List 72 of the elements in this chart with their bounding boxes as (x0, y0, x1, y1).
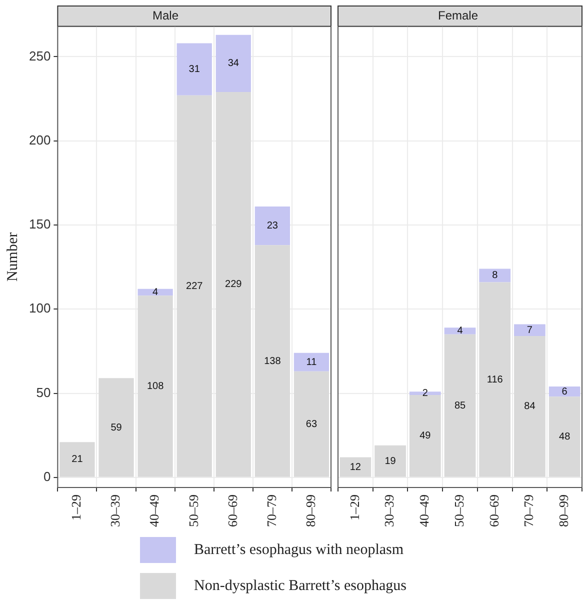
bar (138, 296, 173, 477)
x-tick-label: 70–79 (521, 494, 536, 527)
data-label: 4 (152, 287, 159, 298)
bar (514, 324, 546, 336)
x-tick-label: 50–59 (186, 494, 201, 527)
chart-title: Male (152, 8, 179, 23)
data-label: 116 (486, 374, 504, 386)
bar (479, 268, 511, 282)
data-label: 34 (228, 58, 240, 70)
bar (294, 371, 330, 477)
data-label: 7 (526, 324, 533, 336)
x-tick-label: 1–29 (68, 494, 84, 520)
x-tick-label: 80–99 (556, 494, 571, 527)
y-tick-label: 0 (43, 468, 51, 484)
data-label: 84 (524, 401, 536, 412)
data-label: 12 (350, 462, 362, 473)
bar (254, 206, 290, 246)
bar (444, 334, 476, 477)
y-tick-label: 50 (36, 384, 51, 400)
data-label: 48 (559, 432, 571, 443)
data-label: 49 (420, 430, 432, 442)
data-label: 4 (457, 326, 464, 337)
bar (60, 442, 95, 477)
y-tick-label: 200 (28, 132, 51, 148)
data-label: 85 (454, 400, 466, 412)
bar (548, 386, 580, 397)
y-axis-title: Number (4, 232, 21, 282)
bar (548, 396, 580, 477)
bar (176, 95, 212, 477)
data-label: 19 (384, 456, 396, 467)
x-tick-label: 40–49 (146, 494, 162, 527)
x-tick-label: 40–49 (416, 494, 432, 527)
bar (176, 43, 212, 96)
data-label: 23 (266, 220, 278, 232)
data-label: 2 (422, 388, 428, 400)
data-label: 229 (225, 279, 242, 290)
bar (340, 457, 372, 477)
data-label: 6 (562, 386, 568, 398)
bar (514, 336, 546, 477)
x-tick-label: 50–59 (451, 494, 466, 527)
x-tick-label: 1–29 (346, 494, 362, 520)
chart-title: Female (438, 8, 478, 23)
x-tick-label: 30–39 (108, 494, 123, 527)
data-label: 8 (492, 270, 498, 282)
bar (216, 92, 251, 477)
x-tick-label: 60–69 (486, 494, 502, 527)
y-tick-label: 250 (28, 48, 51, 64)
legend-label: Non-dysplastic Barrett’s esophagus (194, 578, 406, 594)
bar (374, 445, 406, 477)
x-tick-label: 60–69 (224, 494, 240, 527)
bar (479, 282, 511, 477)
data-label: 138 (264, 356, 282, 367)
x-tick-label: 70–79 (264, 494, 279, 527)
data-label: 63 (306, 418, 318, 430)
bar (409, 394, 441, 477)
bar (98, 378, 134, 477)
x-tick-label: 80–99 (302, 494, 318, 527)
bar (138, 288, 173, 296)
bar (294, 352, 330, 372)
legend-label: Barrett’s esophagus with neoplasm (194, 542, 404, 558)
data-label: 59 (110, 422, 122, 434)
bar (444, 328, 476, 334)
bar (216, 34, 251, 92)
data-label: 21 (72, 454, 84, 466)
data-label: 108 (146, 381, 164, 392)
data-label: 31 (188, 64, 200, 76)
y-tick-label: 100 (28, 300, 51, 316)
y-tick-label: 150 (28, 216, 51, 232)
bar (254, 245, 290, 477)
data-label: 11 (306, 356, 318, 368)
x-tick-label: 30–39 (382, 494, 397, 527)
data-label: 227 (186, 280, 204, 292)
